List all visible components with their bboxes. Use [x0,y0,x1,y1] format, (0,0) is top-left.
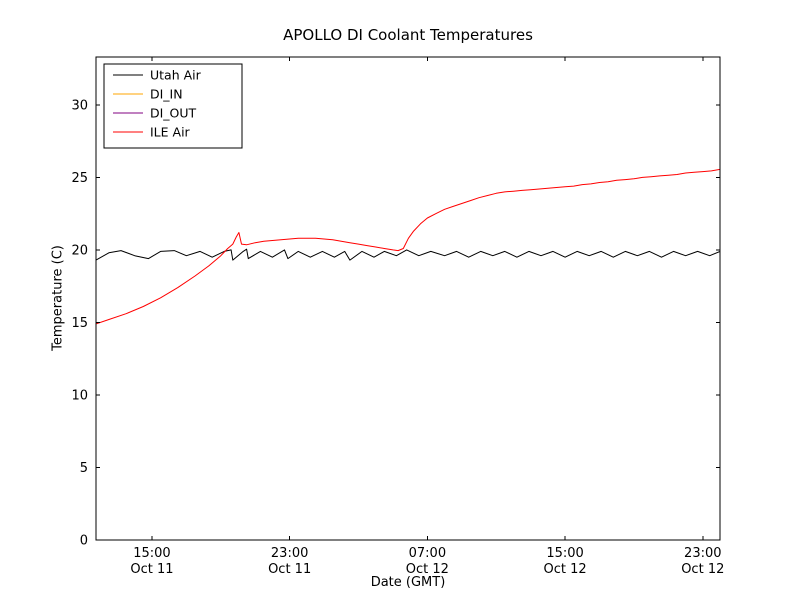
x-tick-label: 23:00 [271,546,308,561]
x-axis-label: Date (GMT) [370,575,446,590]
axes-box [95,56,721,541]
legend-box [103,63,243,149]
y-tick-label: 10 [71,388,88,403]
x-tick-label: 23:00 [684,546,721,561]
legend-item-utah-air: Utah Air [113,68,202,83]
x-tick-label: 07:00 [409,546,446,561]
x-tick-sublabel: Oct 12 [681,562,724,577]
y-tick-label: 0 [80,534,88,549]
chart-title: APOLLO DI Coolant Temperatures [283,26,533,44]
x-tick-label: 15:00 [133,546,170,561]
legend-item-di-out: DI_OUT [113,106,197,121]
series-group [96,168,720,325]
y-tick-label: 25 [71,171,88,186]
legend-label: ILE Air [150,125,191,140]
legend-label: DI_IN [150,87,183,102]
legend-item-ile-air: ILE Air [113,125,191,140]
legend-label: DI_OUT [150,106,197,121]
series-line-ile-air [96,168,720,325]
y-tick-label: 15 [71,316,88,331]
x-tick-sublabel: Oct 12 [406,562,449,577]
x-tick-label: 15:00 [546,546,583,561]
x-tick-sublabel: Oct 12 [543,562,586,577]
legend: Utah Air DI_IN DI_OUT ILE Air [103,63,243,149]
y-tick-label: 20 [71,243,88,258]
y-tick-label: 30 [71,98,88,113]
x-tick-sublabel: Oct 11 [268,562,311,577]
legend-item-di-in: DI_IN [113,87,183,102]
legend-label: Utah Air [150,68,202,83]
series-line-utah-air [96,248,720,261]
y-tick-label: 5 [80,461,88,476]
x-tick-sublabel: Oct 11 [130,562,173,577]
